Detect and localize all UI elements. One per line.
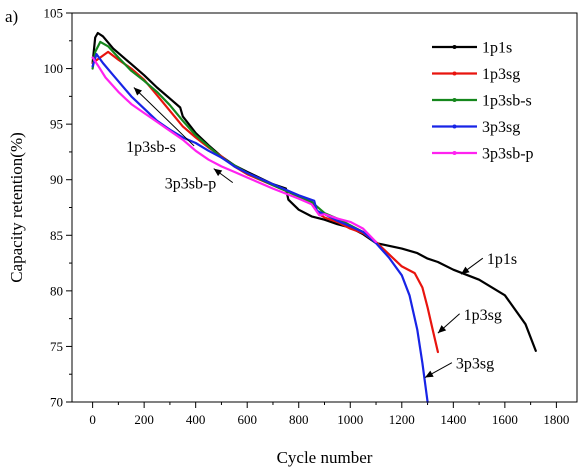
annotation-label: 3p3sb-p [165,176,217,193]
x-tick-label: 1600 [492,412,518,427]
plot-frame [71,12,578,403]
series-layer [91,31,537,404]
x-tick-label: 600 [237,412,257,427]
legend-label: 1p3sb-s [482,93,532,110]
annotation-label: 1p1s [487,251,517,268]
x-axis-title: Cycle number [277,448,373,467]
legend-label: 3p3sg [482,119,520,136]
legend-marker [452,45,457,49]
annotation-label: 3p3sg [456,356,494,373]
series-line-1p1s [91,31,537,352]
annotation-arrowhead [424,370,434,378]
series-line-3p3sg [91,53,429,404]
x-tick-label: 0 [89,412,96,427]
x-tick-label: 1200 [389,412,415,427]
annotation-arrowhead [461,266,470,275]
annotation-arrow [133,87,195,147]
legend-label: 1p1s [482,40,512,57]
y-tick-label: 75 [50,339,63,354]
x-tick-label: 200 [134,412,154,427]
annotation-arrowhead [213,168,223,177]
annotation-label: 1p3sg [464,307,502,324]
x-tick-label: 1800 [543,412,569,427]
y-tick-label: 85 [50,228,63,243]
series-line-1p3sg [91,50,439,354]
y-tick-label: 100 [44,61,64,76]
legend-label: 3p3sb-p [482,146,534,163]
y-tick-label: 90 [50,172,63,187]
legend-marker [452,71,457,76]
legend-label: 1p3sg [482,66,520,83]
x-tick-label: 1000 [337,412,363,427]
y-axis-title: Capacity retention(%) [7,132,26,283]
panel-label: a) [5,7,18,26]
legend-marker [452,98,457,102]
annotation-layer: 1p3sb-s 3p3sb-p 1p1s 1p3sg 3p3sg [126,87,517,378]
series-line-3p3sb-p [91,56,378,244]
x-tick-label: 1400 [440,412,466,427]
series-line-1p3sb-s [91,40,365,234]
legend: 1p1s 1p3sg 1p3sb-s 3p3sg 3p3sb-p [432,40,534,163]
annotation-arrowhead [437,325,447,334]
x-tick-label: 400 [186,412,206,427]
legend-marker [452,124,457,129]
axis-ticks: 0 200 400 600 800 1000 1200 1400 1600 1800 70 75 80 8… [44,6,570,428]
y-tick-label: 80 [50,283,63,298]
annotation-arrowhead [133,87,143,96]
annotation-label: 1p3sb-s [126,139,176,156]
y-tick-label: 95 [50,117,63,132]
legend-marker [452,151,457,155]
y-tick-label: 70 [50,395,63,410]
y-tick-label: 105 [44,6,64,21]
x-tick-label: 800 [289,412,309,427]
